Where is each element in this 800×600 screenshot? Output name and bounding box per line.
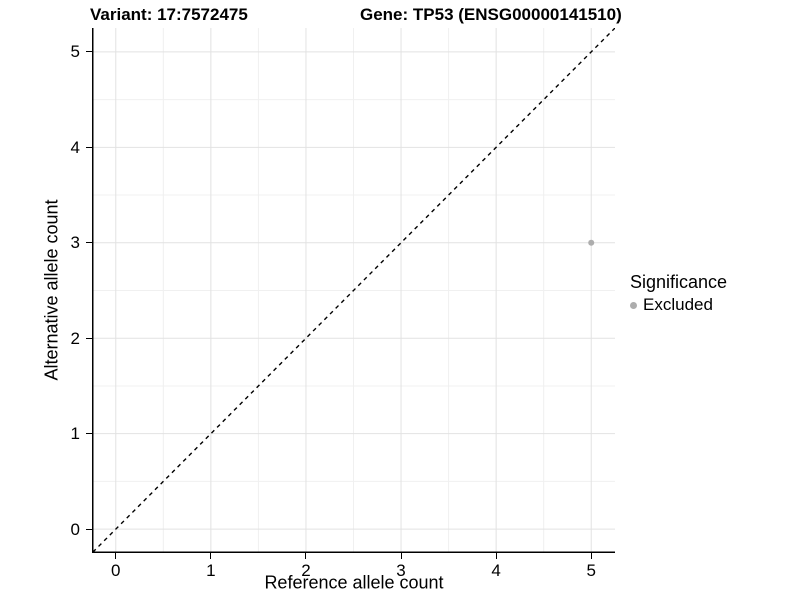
y-axis-title: Alternative allele count — [41, 199, 62, 381]
x-tick-label: 0 — [111, 561, 121, 580]
x-tick-mark — [495, 553, 497, 559]
scatter-plot-canvas — [92, 28, 615, 553]
y-tick-mark — [86, 51, 92, 53]
y-tick-mark — [86, 528, 92, 530]
x-tick-mark — [305, 553, 307, 559]
x-tick-label: 4 — [491, 561, 501, 580]
legend: Significance Excluded — [630, 271, 727, 315]
x-tick-mark — [210, 553, 212, 559]
y-tick-label: 5 — [70, 42, 80, 62]
y-tick-label: 2 — [70, 328, 80, 348]
variant-title: Variant: 17:7572475 — [90, 5, 248, 24]
excluded-point-icon — [630, 301, 637, 309]
legend-item-label: Excluded — [643, 295, 713, 314]
y-tick-mark — [86, 433, 92, 435]
y-tick-mark — [86, 146, 92, 148]
x-axis-title: Reference allele count — [264, 572, 444, 593]
plot-panel — [92, 28, 615, 553]
y-tick-label: 1 — [70, 424, 80, 444]
legend-title: Significance — [630, 272, 728, 292]
x-tick-mark — [400, 553, 402, 559]
x-tick-label: 3 — [396, 561, 406, 580]
x-tick-label: 2 — [301, 561, 311, 580]
data-point — [588, 239, 595, 246]
x-tick-label: 1 — [206, 561, 216, 580]
gene-title: Gene: TP53 (ENSG00000141510) — [360, 5, 622, 24]
y-tick-label: 3 — [70, 233, 80, 253]
x-tick-label: 5 — [586, 561, 596, 580]
y-tick-label: 0 — [70, 519, 80, 539]
y-tick-mark — [86, 242, 92, 244]
y-tick-mark — [86, 337, 92, 339]
x-tick-mark — [590, 553, 592, 559]
x-tick-mark — [115, 553, 117, 559]
legend-item-excluded: Excluded — [630, 295, 727, 315]
y-tick-label: 4 — [70, 137, 80, 157]
